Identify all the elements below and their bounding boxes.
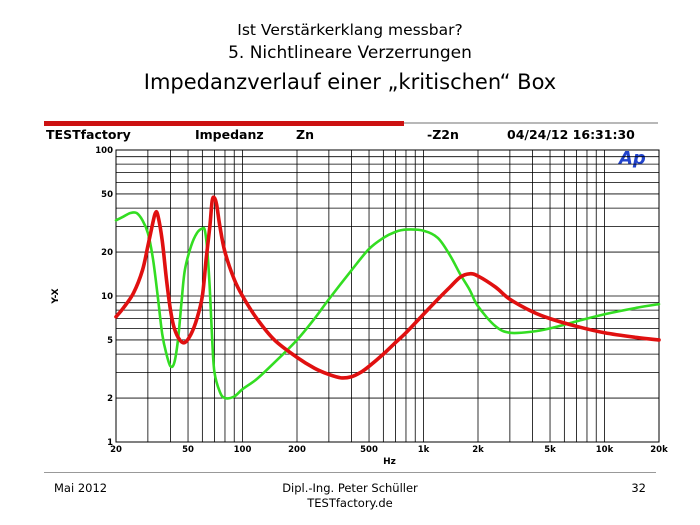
footer-divider [44,472,656,473]
y-tick-label: 50 [101,190,113,200]
slide-title-line1: Ist Verstärkerklang messbar? [237,21,463,39]
x-tick-label: 200 [288,445,306,455]
slide-title-main: Impedanzverlauf einer „kritischen“ Box [143,70,557,94]
x-tick-label: 20 [110,445,122,455]
y-tick-label: 10 [101,292,113,302]
x-tick-label: 500 [360,445,378,455]
chart-grid [115,150,660,443]
brand-label: TESTfactory [46,127,131,142]
x-tick-label: 5k [544,445,556,455]
y-tick-label: 1 [107,438,113,448]
x-tick-label: 1k [418,445,430,455]
series-line-green [114,211,661,400]
footer-author: Dipl.-Ing. Peter Schüller TESTfactory.de [0,481,700,511]
x-tick-label: 10k [596,445,614,455]
footer-author-name: Dipl.-Ing. Peter Schüller [282,481,418,495]
y-tick-label: 5 [107,336,113,346]
measurement2-label: -Z2n [427,127,459,142]
footer-author-site: TESTfactory.de [307,496,393,510]
y-tick-label: 20 [101,248,113,258]
series-line-red [114,195,661,380]
header-red-bar [44,121,404,126]
plot-frame [115,149,660,443]
x-axis-label: Hz [383,457,396,467]
x-tick-label: 100 [234,445,252,455]
measurement-label: Zn [296,127,314,142]
y-tick-label: 100 [95,146,113,156]
y-axis-label: Y-X [51,288,61,304]
footer-page-number: 32 [631,481,646,495]
x-tick-label: 20k [650,445,668,455]
slide-title-line2: 5. Nichtlineare Verzerrungen [228,43,472,63]
impedance-label: Impedanz [195,127,264,142]
x-tick-label: 2k [472,445,484,455]
footer-date: Mai 2012 [54,481,108,495]
datetime-label: 04/24/12 16:31:30 [507,127,635,142]
x-tick-label: 50 [182,445,194,455]
y-tick-label: 2 [107,394,113,404]
header-gray-bar [404,122,658,124]
